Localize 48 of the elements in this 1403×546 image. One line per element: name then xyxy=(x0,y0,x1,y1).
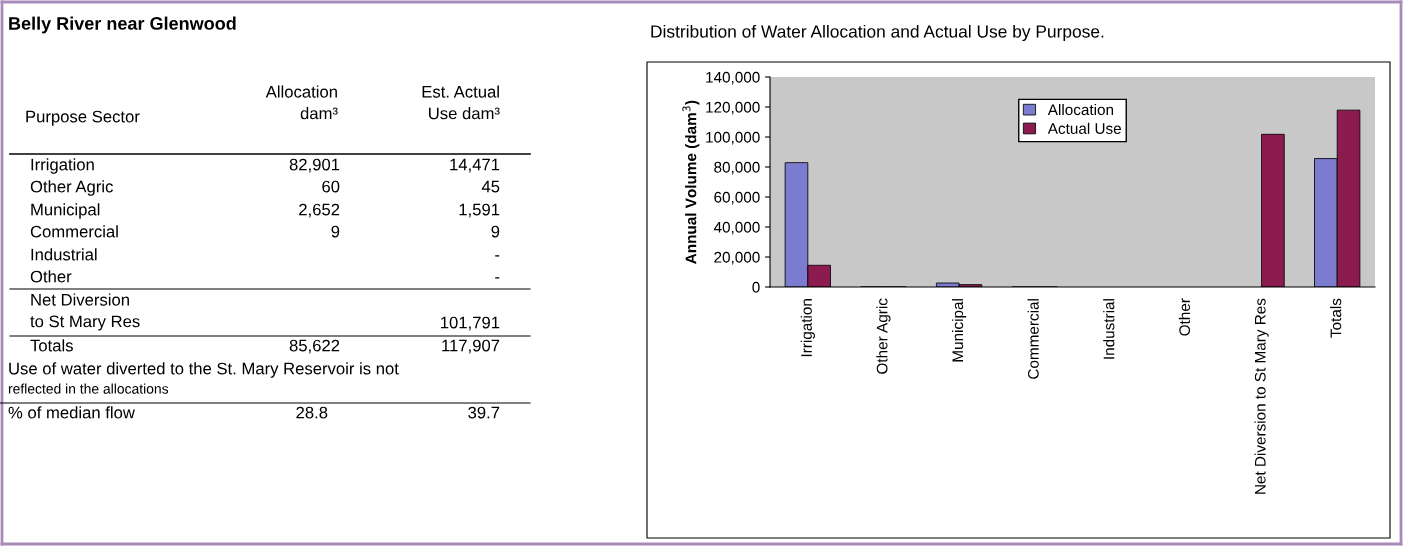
text: Other xyxy=(30,270,72,283)
chart-title: Distribution of Water Allocation and Actual Use by Purpose. xyxy=(651,24,1104,42)
x-tick-label: Other Agric xyxy=(876,298,891,374)
y-tick-label: 80,000 xyxy=(714,161,760,175)
x-tick-label: Commercial xyxy=(1027,299,1039,379)
text: 82,901 xyxy=(289,158,340,173)
text: 85,622 xyxy=(289,339,340,354)
y-tick-label: 140,000 xyxy=(706,71,760,85)
x-tick-label: Other xyxy=(1178,298,1191,336)
text: 39.7 xyxy=(468,406,500,419)
text: % of median flow xyxy=(8,406,135,419)
text: 2,652 xyxy=(299,203,340,218)
text: 101,791 xyxy=(441,316,500,331)
y-tick-label: 100,000 xyxy=(706,131,760,145)
y-tick-label: 60,000 xyxy=(714,191,760,205)
text: Other Agric xyxy=(30,180,113,196)
x-tick-label: Net Diversion to St Mary Res xyxy=(1254,298,1269,494)
text: Commercial xyxy=(30,225,118,238)
x-tick-label: Irrigation xyxy=(800,299,815,357)
text: Est. Actual Use dam³ xyxy=(422,85,500,120)
text: 28.8 xyxy=(296,406,328,419)
y-tick-label: 40,000 xyxy=(713,221,760,235)
x-tick-label: Industrial xyxy=(1103,299,1115,359)
text: 1,591 xyxy=(459,203,500,218)
text: reflected in the allocations xyxy=(8,383,169,394)
text: 9 xyxy=(491,225,500,238)
legend-label: Actual Use xyxy=(1047,122,1121,134)
text: - xyxy=(495,277,500,279)
text: 60 xyxy=(322,180,340,193)
x-tick-label: Municipal xyxy=(951,299,967,362)
x-tick-label: Totals xyxy=(1330,298,1342,338)
y-axis-title: Annual Volume (dam$^{3}$) xyxy=(682,100,700,264)
text: - xyxy=(495,255,500,257)
text: Municipal xyxy=(31,203,100,219)
text: 117,907 xyxy=(442,339,500,354)
text: 9 xyxy=(331,225,340,238)
text: Allocation dam³ xyxy=(265,85,338,120)
y-tick-label: 0 xyxy=(752,281,760,293)
text: 14,471 xyxy=(450,158,500,173)
text: Use of water diverted to the St. Mary Reservoir is not xyxy=(9,362,399,378)
text: Purpose Sector xyxy=(26,110,140,126)
text: Irrigation xyxy=(31,158,94,174)
text: Belly River near Glenwood xyxy=(9,16,236,34)
text: Industrial xyxy=(31,248,97,261)
y-tick-label: 20,000 xyxy=(714,251,760,265)
y-tick-label: 120,000 xyxy=(706,101,760,115)
text: 45 xyxy=(481,180,500,193)
legend-label: Allocation xyxy=(1047,103,1114,116)
